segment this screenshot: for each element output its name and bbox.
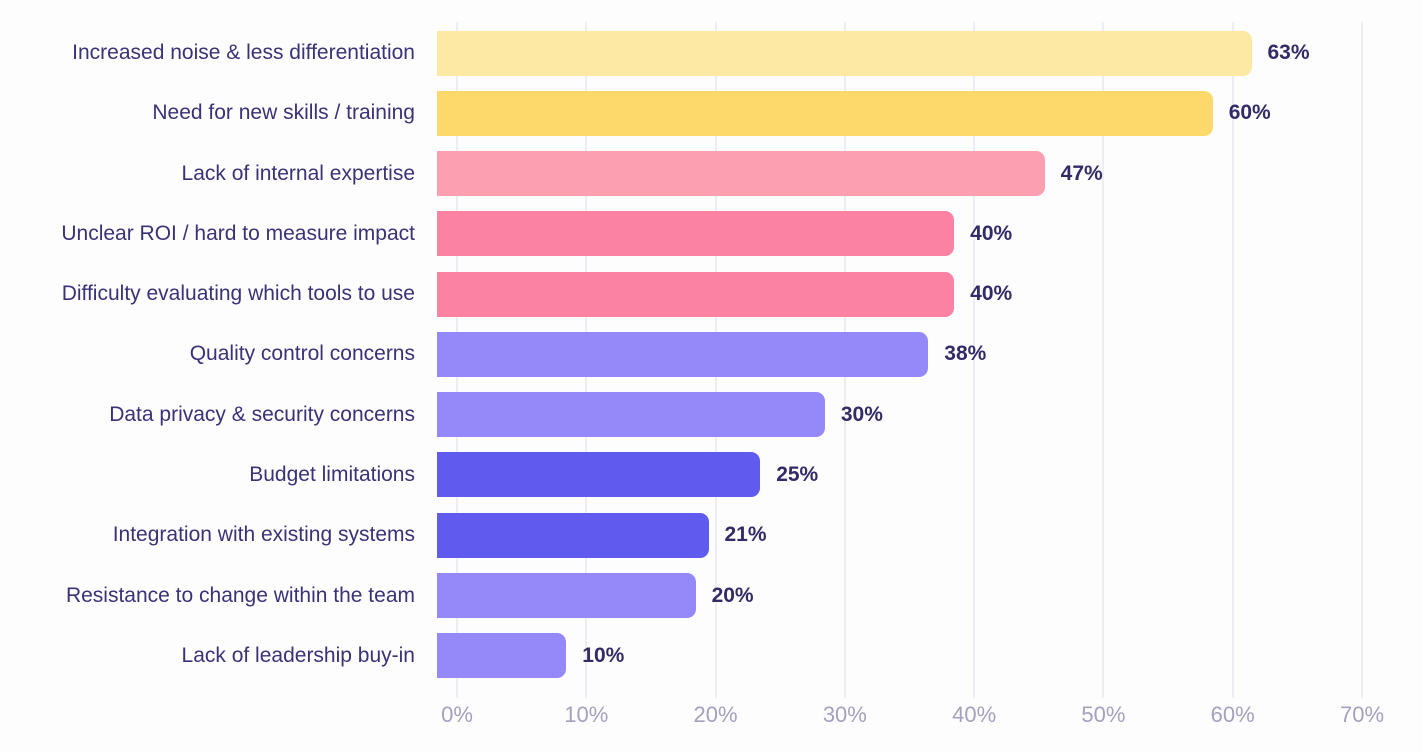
bar bbox=[437, 512, 709, 558]
bar-track: 38% bbox=[437, 331, 1422, 377]
x-axis-tick-label: 70% bbox=[1339, 702, 1385, 727]
value-label: 25% bbox=[776, 462, 819, 486]
bar-row: Lack of internal expertise 47% bbox=[0, 144, 1422, 204]
gridline bbox=[1231, 22, 1234, 698]
bar-track: 40% bbox=[437, 211, 1422, 257]
x-axis-tick-label: 50% bbox=[1081, 702, 1126, 727]
value-label: 30% bbox=[840, 402, 883, 426]
x-axis-tick-label: 60% bbox=[1210, 702, 1255, 727]
bar bbox=[437, 151, 1045, 197]
x-axis-tick-label: 30% bbox=[822, 702, 867, 727]
bar-row: Need for new skills / training 60% bbox=[0, 83, 1422, 143]
category-label: Lack of internal expertise bbox=[181, 161, 415, 185]
bar bbox=[437, 573, 696, 619]
value-label: 20% bbox=[711, 583, 754, 607]
bar-row: Quality control concerns 38% bbox=[0, 324, 1422, 384]
category-label: Budget limitations bbox=[249, 462, 415, 486]
value-label: 40% bbox=[970, 221, 1013, 245]
x-axis-tick-label: 20% bbox=[693, 702, 738, 727]
value-label: 47% bbox=[1060, 161, 1103, 185]
category-label: Data privacy & security concerns bbox=[109, 402, 415, 426]
gridline bbox=[1361, 22, 1363, 698]
bar bbox=[437, 331, 929, 377]
bar bbox=[437, 452, 761, 498]
value-label: 38% bbox=[944, 342, 987, 366]
bar-row: Integration with existing systems 21% bbox=[0, 505, 1422, 565]
category-label: Difficulty evaluating which tools to use bbox=[61, 282, 415, 306]
category-label: Resistance to change within the team bbox=[65, 583, 415, 607]
category-label: Quality control concerns bbox=[189, 342, 415, 366]
bar-row: Unclear ROI / hard to measure impact 40% bbox=[0, 204, 1422, 264]
category-label: Lack of leadership buy-in bbox=[181, 643, 415, 667]
bar-track: 10% bbox=[437, 633, 1422, 679]
x-axis-tick-label: 0% bbox=[441, 702, 473, 727]
bar bbox=[437, 271, 955, 317]
bar-track: 30% bbox=[437, 392, 1422, 438]
x-axis-tick-label: 40% bbox=[952, 702, 997, 727]
gridline bbox=[973, 22, 976, 698]
bar-track: 25% bbox=[437, 452, 1422, 498]
category-label: Need for new skills / training bbox=[152, 101, 415, 125]
value-label: 21% bbox=[724, 523, 767, 547]
gridline bbox=[1102, 22, 1105, 698]
bar-row: Budget limitations 25% bbox=[0, 445, 1422, 505]
bar-track: 20% bbox=[437, 573, 1422, 619]
bar bbox=[437, 30, 1252, 76]
bar-track: 63% bbox=[437, 30, 1422, 76]
bar-track: 21% bbox=[437, 512, 1422, 558]
value-label: 10% bbox=[582, 643, 625, 667]
bar-row: Data privacy & security concerns 30% bbox=[0, 385, 1422, 445]
bar-track: 47% bbox=[437, 151, 1422, 197]
bar-row: Lack of leadership buy-in 10% bbox=[0, 626, 1422, 686]
bar-row: Increased noise & less differentiation 63… bbox=[0, 23, 1422, 83]
value-label: 40% bbox=[970, 282, 1013, 306]
x-axis: 0% 10% 20% 30% 40% 50% 60% 70% bbox=[0, 702, 1422, 736]
bar-track: 60% bbox=[437, 90, 1422, 136]
category-label: Integration with existing systems bbox=[112, 523, 415, 547]
bar-rows: Increased noise & less differentiation 63… bbox=[0, 23, 1422, 686]
value-label: 63% bbox=[1267, 41, 1310, 65]
bar bbox=[437, 211, 955, 257]
bar bbox=[437, 90, 1213, 136]
bar bbox=[437, 392, 825, 438]
bar-track: 40% bbox=[437, 271, 1422, 317]
category-label: Unclear ROI / hard to measure impact bbox=[61, 221, 415, 245]
bar-row: Resistance to change within the team 20% bbox=[0, 565, 1422, 625]
bar-row: Difficulty evaluating which tools to use… bbox=[0, 264, 1422, 324]
value-label: 60% bbox=[1228, 101, 1271, 125]
x-axis-tick-label: 10% bbox=[564, 702, 609, 727]
category-label: Increased noise & less differentiation bbox=[72, 41, 415, 65]
bar bbox=[437, 633, 567, 679]
